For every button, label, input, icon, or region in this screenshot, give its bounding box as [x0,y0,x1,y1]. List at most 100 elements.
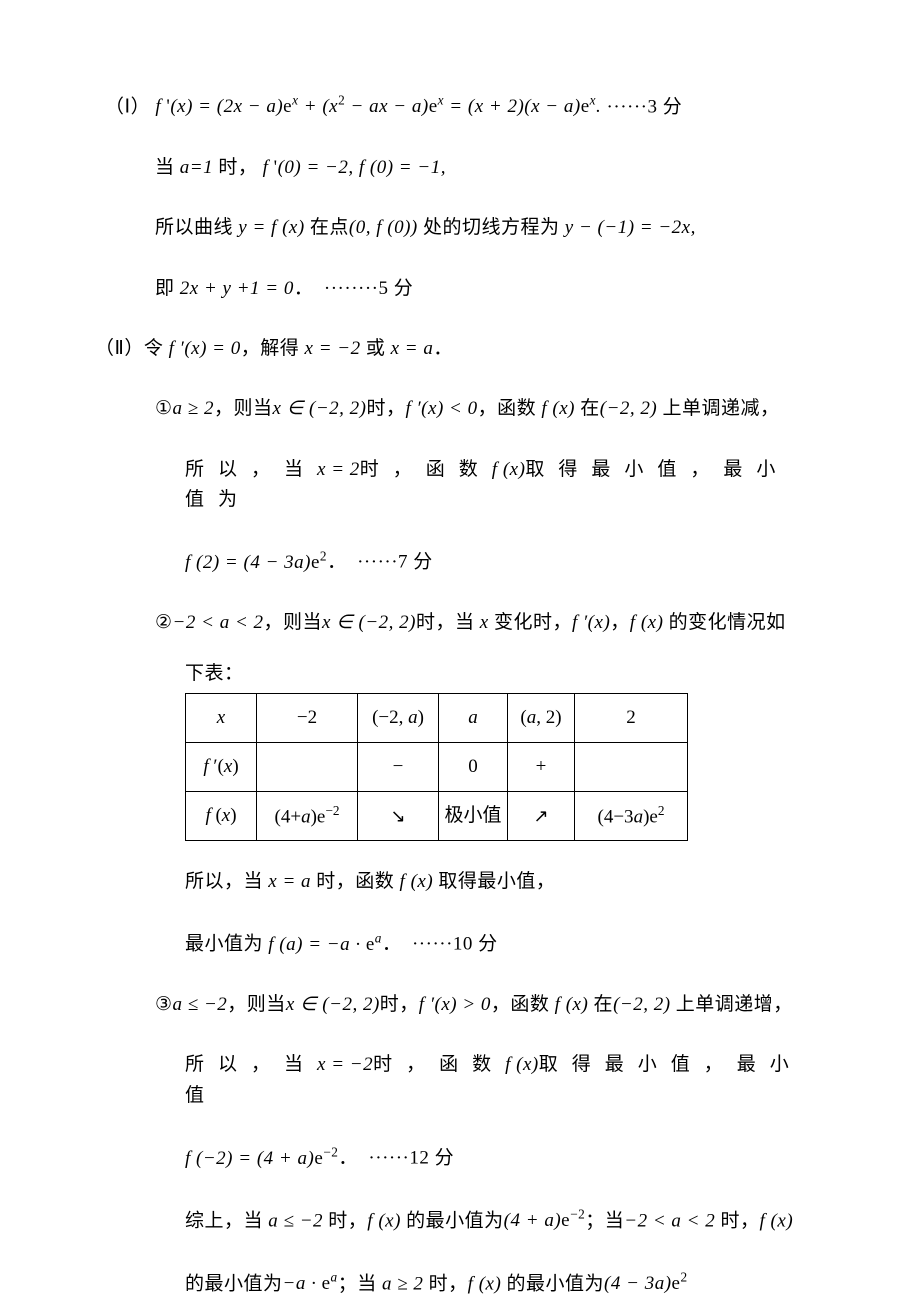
part1-label: （Ⅰ） [105,96,150,117]
case2-label: ② [155,608,173,638]
text: ；当 [338,1273,382,1294]
text: 的变化情况如 [663,612,785,633]
cell-x: x [186,693,257,742]
text: 时，函数 [360,459,492,480]
a-ge-2: a ≥ 2 [382,1273,423,1294]
text: 在 [588,994,613,1015]
fx: f (x) [505,1054,539,1075]
fprime-pos: f ′(x) > 0 [419,994,491,1015]
score-12: ······12 分 [368,1148,454,1169]
fx: f (x) [468,1273,502,1294]
case1-line2: 所以，当x = 2时，函数f (x)取得最小值，最小值为 [105,455,815,516]
fprime: f ′(x) [572,612,610,633]
text: 在 [575,398,600,419]
x-eq-neg2: x = −2 [317,1054,373,1075]
fx: f (x) [630,612,664,633]
text: ． [294,278,314,299]
text: ． [338,1148,358,1169]
text: ，函数 [478,398,542,419]
a-le-neg2: a ≤ −2 [268,1210,323,1231]
text: 时， [323,1210,367,1231]
case1-label: ① [155,394,173,424]
cell-down: ↘ [358,791,439,840]
text: 即 [155,278,180,299]
text: ，则当 [227,994,286,1015]
text: ，函数 [491,994,555,1015]
fx: f (x) [492,459,526,480]
x-interval: x ∈ (−2, 2) [322,612,416,633]
cell: 2 [575,693,688,742]
text: 的最小值为 [501,1273,604,1294]
text: ． [327,552,347,573]
interval: (−2, 2) [600,398,657,419]
point: (0, f (0)) [349,217,418,238]
text: ，则当 [264,612,323,633]
cell: (4+a)e−2 [257,791,358,840]
text: 时， [366,398,405,419]
val1: (4 + a)e−2 [504,1210,586,1231]
page: （Ⅰ） f '(x) = (2x − a)ex + (x2 − ax − a)e… [0,0,920,1300]
table-row: f ′(x) − 0 + [186,742,688,791]
case1-line1: ①a ≥ 2，则当x ∈ (−2, 2)时，f ′(x) < 0，函数 f (x… [105,394,815,424]
cell-f: f (x) [186,791,257,840]
cell: 0 [439,742,508,791]
text: 所以，当 [185,871,268,892]
line-eq: 2x + y +1 = 0 [180,278,294,299]
table-row: x −2 (−2, a) a (a, 2) 2 [186,693,688,742]
text: ，解得 [241,338,305,359]
part2-line1: （Ⅱ）令 f ′(x) = 0，解得 x = −2 或 x = a． [95,334,815,364]
cell: (a, 2) [508,693,575,742]
text: 在点 [305,217,349,238]
tangent-eq: y − (−1) = −2x, [565,217,696,238]
cell: (−2, a) [358,693,439,742]
text: ． [382,934,402,955]
text: 取得最小值， [433,871,555,892]
fx: f (x) [367,1210,401,1231]
f-values: f '(0) = −2, f (0) = −1, [263,157,446,178]
score-5: ········5 分 [324,278,413,299]
interval: (−2, 2) [613,994,670,1015]
text: 时，当 [416,612,480,633]
a-eq-1: a=1 [180,157,213,178]
summary-line1: 综上，当 a ≤ −2 时，f (x) 的最小值为(4 + a)e−2；当−2 … [105,1204,815,1237]
case3-line2: 所以，当x = −2时，函数f (x)取得最小值，最小值 [105,1050,815,1111]
fa-val: f (a) = −a · ea [268,934,382,955]
part2-label: （Ⅱ） [95,338,144,359]
x-interval: x ∈ (−2, 2) [286,994,380,1015]
a-between: −2 < a < 2 [173,612,264,633]
text: ． [433,338,453,359]
val3: (4 − 3a)e2 [604,1273,688,1294]
score-7: ······7 分 [357,552,433,573]
text: 时，函数 [311,871,400,892]
text: 所以，当 [185,1054,317,1075]
a-ge-2: a ≥ 2 [173,398,214,419]
val2: −a · ea [283,1273,338,1294]
text: 时， [213,157,257,178]
cell-up: ↗ [508,791,575,840]
summary-line2: 的最小值为−a · ea；当 a ≥ 2 时，f (x) 的最小值为(4 − 3… [105,1267,815,1300]
x-eq-2: x = 2 [317,459,360,480]
part1-derivative: f '(x) = (2x − a)ex + (x2 − ax − a)ex = … [155,96,601,117]
cell-fprime: f ′(x) [186,742,257,791]
a-le-neg2: a ≤ −2 [173,994,228,1015]
case2-result2: 最小值为 f (a) = −a · ea． ······10 分 [105,927,815,960]
case2-line2: 下表： [105,659,815,689]
text: 上单调递减， [657,398,779,419]
text: 的最小值为 [185,1273,283,1294]
text: 综上，当 [185,1210,268,1231]
x-interval: x ∈ (−2, 2) [273,398,367,419]
text: 的最小值为 [401,1210,504,1231]
text: ， [610,612,630,633]
x-a: x = a [391,338,434,359]
x-neg2: x = −2 [305,338,361,359]
text: 所以曲线 [155,217,238,238]
fx: f (x) [760,1210,794,1231]
cell: + [508,742,575,791]
text: 变化时， [489,612,572,633]
text: 时， [423,1273,467,1294]
case3-line3: f (−2) = (4 + a)e−2． ······12 分 [105,1141,815,1174]
x-var: x [480,612,489,633]
cell: −2 [257,693,358,742]
text: 时， [380,994,419,1015]
cell: a [439,693,508,742]
